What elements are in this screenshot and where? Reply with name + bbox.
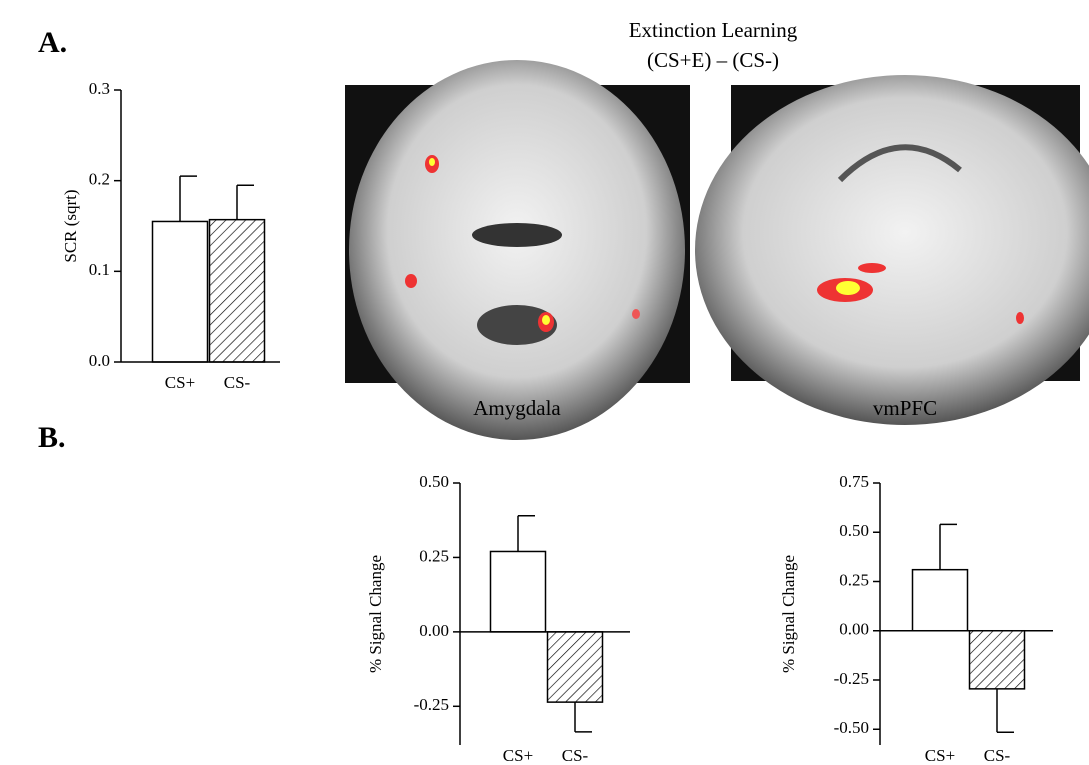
y-tick-label: 0.0 [89, 351, 110, 370]
x-tick-label: CS+ [503, 746, 533, 765]
bar [548, 632, 603, 702]
y-tick-label: 0.75 [839, 472, 869, 491]
x-tick-label: CS+ [925, 746, 955, 765]
y-tick-label: 0.50 [839, 521, 869, 540]
x-tick-label: CS- [984, 746, 1011, 765]
x-tick-label: CS+ [165, 373, 195, 392]
y-tick-label: 0.50 [419, 472, 449, 491]
panel-label: A. [38, 26, 67, 59]
figure: A. B. Extinction Learning (CS+E) – (CS-)… [0, 0, 1089, 765]
bar [970, 631, 1025, 689]
y-tick-label: 0.3 [89, 79, 110, 98]
figure-title: Extinction Learning [629, 18, 798, 42]
y-tick-label: -0.25 [834, 669, 869, 688]
y-tick-label: 0.25 [839, 570, 869, 589]
y-axis-label: % Signal Change [779, 555, 798, 673]
y-tick-label: 0.00 [839, 620, 869, 639]
vmpfc-image [695, 75, 1089, 425]
bar [153, 221, 208, 362]
y-tick-label: 0.00 [419, 621, 449, 640]
bar [491, 551, 546, 631]
x-tick-label: CS- [224, 373, 251, 392]
bar [913, 570, 968, 631]
bar [210, 220, 265, 362]
image-label: Amygdala [473, 396, 561, 420]
y-tick-label: -0.50 [834, 718, 869, 737]
y-tick-label: 0.1 [89, 260, 110, 279]
y-tick-label: -0.25 [414, 695, 449, 714]
panel-label: B. [38, 421, 66, 454]
y-tick-label: 0.25 [419, 546, 449, 565]
image-label: vmPFC [873, 396, 937, 420]
figure-subtitle: (CS+E) – (CS-) [647, 48, 779, 72]
x-tick-label: CS- [562, 746, 589, 765]
amygdala-image [345, 60, 690, 440]
y-axis-label: SCR (sqrt) [61, 189, 80, 262]
y-axis-label: % Signal Change [366, 555, 385, 673]
y-tick-label: 0.2 [89, 170, 110, 189]
